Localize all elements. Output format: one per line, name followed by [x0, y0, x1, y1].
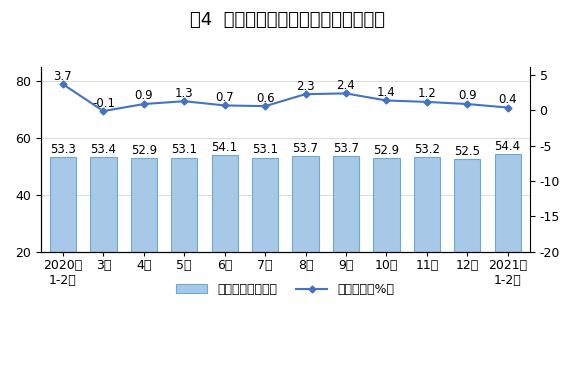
Text: 1.3: 1.3	[175, 87, 194, 100]
Text: 0.7: 0.7	[216, 91, 234, 104]
Text: 3.7: 3.7	[53, 70, 72, 83]
Legend: 日均产量（万吨）, 当月增速（%）: 日均产量（万吨）, 当月增速（%）	[171, 278, 400, 301]
Bar	[212, 155, 238, 308]
Bar	[333, 156, 359, 308]
Bar	[131, 158, 157, 308]
Text: 0.6: 0.6	[256, 91, 274, 105]
Text: 0.9: 0.9	[135, 90, 153, 102]
Bar	[50, 157, 76, 308]
Text: 52.9: 52.9	[131, 144, 157, 157]
Text: 2.4: 2.4	[336, 79, 355, 92]
Text: 53.2: 53.2	[414, 143, 440, 156]
Bar	[171, 158, 197, 308]
Bar	[252, 158, 278, 308]
Text: 图4  规模以上工业原油产量月度走势图: 图4 规模以上工业原油产量月度走势图	[190, 11, 385, 29]
Text: 1.2: 1.2	[417, 87, 436, 100]
Text: -0.1: -0.1	[92, 96, 115, 110]
Bar	[292, 156, 319, 308]
Text: 53.7: 53.7	[333, 142, 359, 155]
Text: 52.5: 52.5	[454, 145, 480, 158]
Text: 0.4: 0.4	[499, 93, 517, 106]
Text: 53.3: 53.3	[50, 143, 76, 156]
Bar	[494, 154, 521, 308]
Text: 52.9: 52.9	[373, 144, 400, 157]
Text: 2.3: 2.3	[296, 80, 315, 93]
Text: 0.9: 0.9	[458, 90, 477, 102]
Text: 53.4: 53.4	[90, 143, 116, 156]
Text: 1.4: 1.4	[377, 86, 396, 99]
Text: 54.1: 54.1	[212, 141, 237, 153]
Text: 53.7: 53.7	[293, 142, 319, 155]
Text: 53.1: 53.1	[252, 144, 278, 156]
Text: 53.1: 53.1	[171, 144, 197, 156]
Bar	[413, 157, 440, 308]
Bar	[90, 157, 117, 308]
Bar	[373, 158, 400, 308]
Text: 54.4: 54.4	[494, 140, 521, 153]
Bar	[454, 159, 480, 308]
